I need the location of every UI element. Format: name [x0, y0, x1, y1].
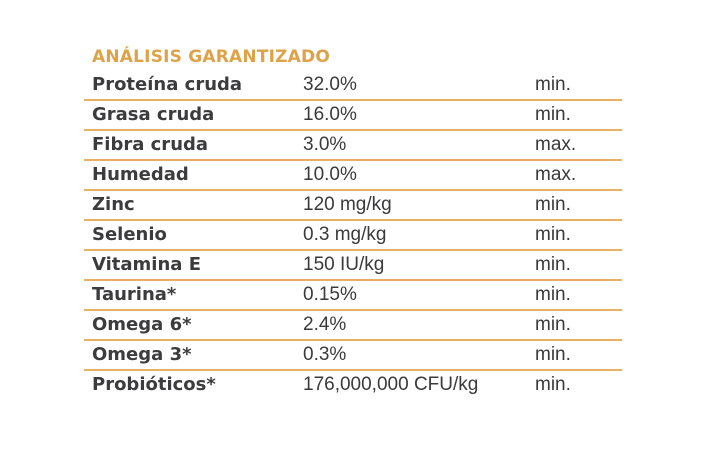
nutrient-value: 0.3%	[303, 344, 347, 365]
table-row: Grasa cruda 16.0% min.	[84, 101, 622, 131]
nutrient-limit: min.	[535, 74, 571, 95]
nutrient-value: 176,000,000 CFU/kg	[303, 374, 479, 395]
table-row: Probióticos* 176,000,000 CFU/kg min.	[84, 371, 622, 399]
nutrient-value: 0.3 mg/kg	[303, 224, 387, 245]
nutrient-value: 10.0%	[303, 164, 357, 185]
nutrient-value: 2.4%	[303, 314, 347, 335]
table-row: Vitamina E 150 IU/kg min.	[84, 251, 622, 281]
nutrient-value: 120 mg/kg	[303, 194, 392, 215]
nutrient-value: 3.0%	[303, 134, 347, 155]
nutrient-limit: min.	[535, 314, 571, 335]
nutrient-limit: min.	[535, 194, 571, 215]
nutrient-name: Omega 3*	[92, 344, 192, 365]
nutrient-name: Omega 6*	[92, 314, 192, 335]
guaranteed-analysis-panel: ANÁLISIS GARANTIZADO Proteína cruda 32.0…	[84, 44, 622, 399]
nutrient-limit: min.	[535, 254, 571, 275]
nutrient-name: Humedad	[92, 164, 189, 185]
table-title: ANÁLISIS GARANTIZADO	[92, 47, 330, 67]
nutrient-name: Grasa cruda	[92, 104, 215, 125]
nutrient-name: Vitamina E	[92, 254, 201, 275]
nutrient-value: 32.0%	[303, 74, 357, 95]
nutrient-limit: min.	[535, 374, 571, 395]
nutrient-limit: min.	[535, 104, 571, 125]
nutrient-value: 150 IU/kg	[303, 254, 385, 275]
table-row: Selenio 0.3 mg/kg min.	[84, 221, 622, 251]
nutrient-name: Selenio	[92, 224, 167, 245]
table-row: Humedad 10.0% max.	[84, 161, 622, 191]
nutrient-limit: max.	[535, 164, 577, 185]
table-row: Zinc 120 mg/kg min.	[84, 191, 622, 221]
table-row: Fibra cruda 3.0% max.	[84, 131, 622, 161]
nutrient-value: 16.0%	[303, 104, 357, 125]
table-row: Omega 6* 2.4% min.	[84, 311, 622, 341]
table-row: Proteína cruda 32.0% min.	[84, 71, 622, 101]
table-row: Taurina* 0.15% min.	[84, 281, 622, 311]
nutrient-name: Probióticos*	[92, 374, 216, 395]
nutrient-name: Fibra cruda	[92, 134, 209, 155]
nutrient-limit: min.	[535, 224, 571, 245]
table-row: Omega 3* 0.3% min.	[84, 341, 622, 371]
nutrient-name: Proteína cruda	[92, 74, 243, 95]
nutrient-name: Taurina*	[92, 284, 177, 305]
nutrient-value: 0.15%	[303, 284, 357, 305]
analysis-table: Proteína cruda 32.0% min. Grasa cruda 16…	[84, 71, 622, 399]
nutrient-name: Zinc	[92, 194, 135, 215]
nutrient-limit: min.	[535, 344, 571, 365]
nutrient-limit: max.	[535, 134, 577, 155]
nutrient-limit: min.	[535, 284, 571, 305]
